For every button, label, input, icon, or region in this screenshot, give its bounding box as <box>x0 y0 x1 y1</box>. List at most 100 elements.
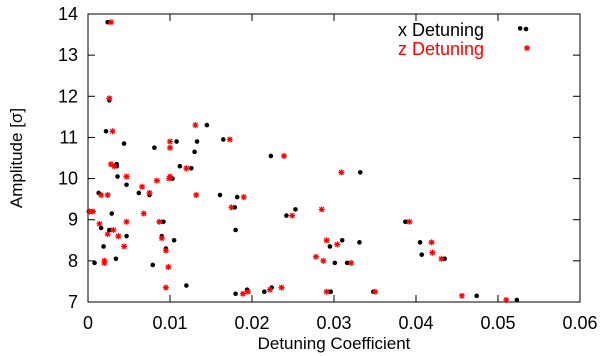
y-tick-labels: 7 8 9 10 11 12 13 14 <box>58 4 78 312</box>
legend-label-z-detuning: z Detuning <box>398 39 484 59</box>
data-point-x-detuning <box>357 240 362 245</box>
data-point-x-detuning <box>332 260 338 266</box>
data-point-x-detuning <box>344 260 350 266</box>
data-point-z-detuning <box>167 144 173 151</box>
data-point-x-detuning <box>339 237 345 243</box>
x-tick-label: 0.05 <box>480 313 515 333</box>
data-point-z-detuning <box>104 192 111 199</box>
data-point-z-detuning <box>109 128 116 135</box>
data-point-z-detuning <box>166 175 173 182</box>
y-tick-label: 10 <box>58 169 78 189</box>
data-point-z-detuning <box>107 19 114 26</box>
legend-marker-star <box>524 45 530 51</box>
data-point-x-detuning <box>442 256 448 262</box>
data-point-z-detuning <box>429 249 436 256</box>
data-point-x-detuning <box>293 207 298 212</box>
data-point-z-detuning <box>406 218 413 225</box>
data-point-x-detuning <box>171 237 177 243</box>
legend-label-x-detuning: x Detuning <box>398 20 484 40</box>
data-point-z-detuning <box>162 284 169 291</box>
data-point-x-detuning <box>194 139 200 144</box>
x-tick-label: 0 <box>83 313 93 333</box>
data-point-z-detuning <box>239 290 246 297</box>
data-point-z-detuning <box>121 243 128 250</box>
plot-area <box>87 13 581 303</box>
data-point-z-detuning <box>110 227 117 233</box>
x-tick-labels: 0 0.01 0.02 0.03 0.04 0.05 0.06 <box>83 313 598 333</box>
data-point-x-detuning <box>101 244 106 249</box>
data-point-x-detuning <box>328 289 334 295</box>
data-point-x-detuning <box>474 293 479 299</box>
data-point-z-detuning <box>183 165 190 172</box>
data-point-x-detuning <box>113 256 119 262</box>
series-z-detuning <box>86 19 510 303</box>
data-point-z-detuning <box>280 152 287 159</box>
data-point-x-detuning <box>419 252 425 257</box>
data-point-x-detuning <box>221 137 226 142</box>
data-point-x-detuning <box>232 205 238 210</box>
data-point-x-detuning <box>177 163 183 169</box>
data-point-z-detuning <box>156 218 163 225</box>
data-point-x-detuning <box>217 192 223 198</box>
data-point-x-detuning <box>92 260 97 266</box>
x-tick-label: 0.01 <box>152 313 187 333</box>
data-point-x-detuning <box>109 211 115 216</box>
data-point-z-detuning <box>334 241 341 248</box>
data-point-x-detuning <box>234 194 240 200</box>
data-point-x-detuning <box>103 128 109 134</box>
data-point-z-detuning <box>289 212 296 219</box>
data-point-z-detuning <box>312 253 319 260</box>
x-tick-label: 0.06 <box>562 313 597 333</box>
data-point-z-detuning <box>192 122 199 129</box>
data-point-z-detuning <box>240 194 247 201</box>
data-point-z-detuning <box>106 95 113 102</box>
series-x-detuning <box>86 19 523 303</box>
data-point-z-detuning <box>86 208 93 215</box>
data-point-x-detuning <box>192 149 197 155</box>
data-point-z-detuning <box>458 292 465 299</box>
data-point-z-detuning <box>89 208 96 215</box>
data-point-x-detuning <box>152 145 157 151</box>
data-point-z-detuning <box>244 288 251 295</box>
data-point-z-detuning <box>111 163 118 170</box>
data-point-z-detuning <box>158 235 165 242</box>
data-point-x-detuning <box>327 244 333 249</box>
x-tick-label: 0.03 <box>316 313 351 333</box>
data-point-x-detuning <box>233 227 238 233</box>
data-point-x-detuning <box>514 297 520 303</box>
y-axis-label: Amplitude [σ] <box>7 108 26 208</box>
data-point-z-detuning <box>193 192 200 199</box>
data-point-x-detuning <box>262 289 267 295</box>
legend-marker-z-detuning <box>524 45 530 51</box>
data-point-z-detuning <box>123 218 130 225</box>
data-point-z-detuning <box>278 284 285 291</box>
data-point-x-detuning <box>136 190 142 196</box>
x-axis-label: Detuning Coefficient <box>258 334 411 353</box>
data-point-z-detuning <box>323 237 330 244</box>
y-tick-label: 8 <box>68 251 78 271</box>
data-point-x-detuning <box>233 291 238 297</box>
data-point-z-detuning <box>167 138 173 145</box>
data-point-z-detuning <box>140 210 147 217</box>
data-point-z-detuning <box>115 233 122 240</box>
data-point-z-detuning <box>318 206 325 213</box>
data-point-x-detuning <box>268 153 274 159</box>
data-point-x-detuning <box>517 26 523 31</box>
data-point-z-detuning <box>162 247 169 254</box>
x-tick-label: 0.04 <box>398 313 433 333</box>
y-tick-label: 11 <box>59 127 78 147</box>
data-point-z-detuning <box>107 161 114 168</box>
data-point-z-detuning <box>323 288 330 295</box>
data-point-z-detuning <box>104 231 111 238</box>
data-point-x-detuning <box>150 262 156 268</box>
data-point-z-detuning <box>153 177 160 184</box>
legend: x Detuning z Detuning <box>398 20 530 59</box>
data-point-x-detuning <box>284 213 289 218</box>
data-point-z-detuning <box>338 169 345 176</box>
y-tick-label: 12 <box>58 86 78 106</box>
data-point-x-detuning <box>105 19 110 25</box>
data-point-z-detuning <box>98 192 105 199</box>
data-point-x-detuning <box>115 174 120 179</box>
data-point-z-detuning <box>123 173 130 180</box>
